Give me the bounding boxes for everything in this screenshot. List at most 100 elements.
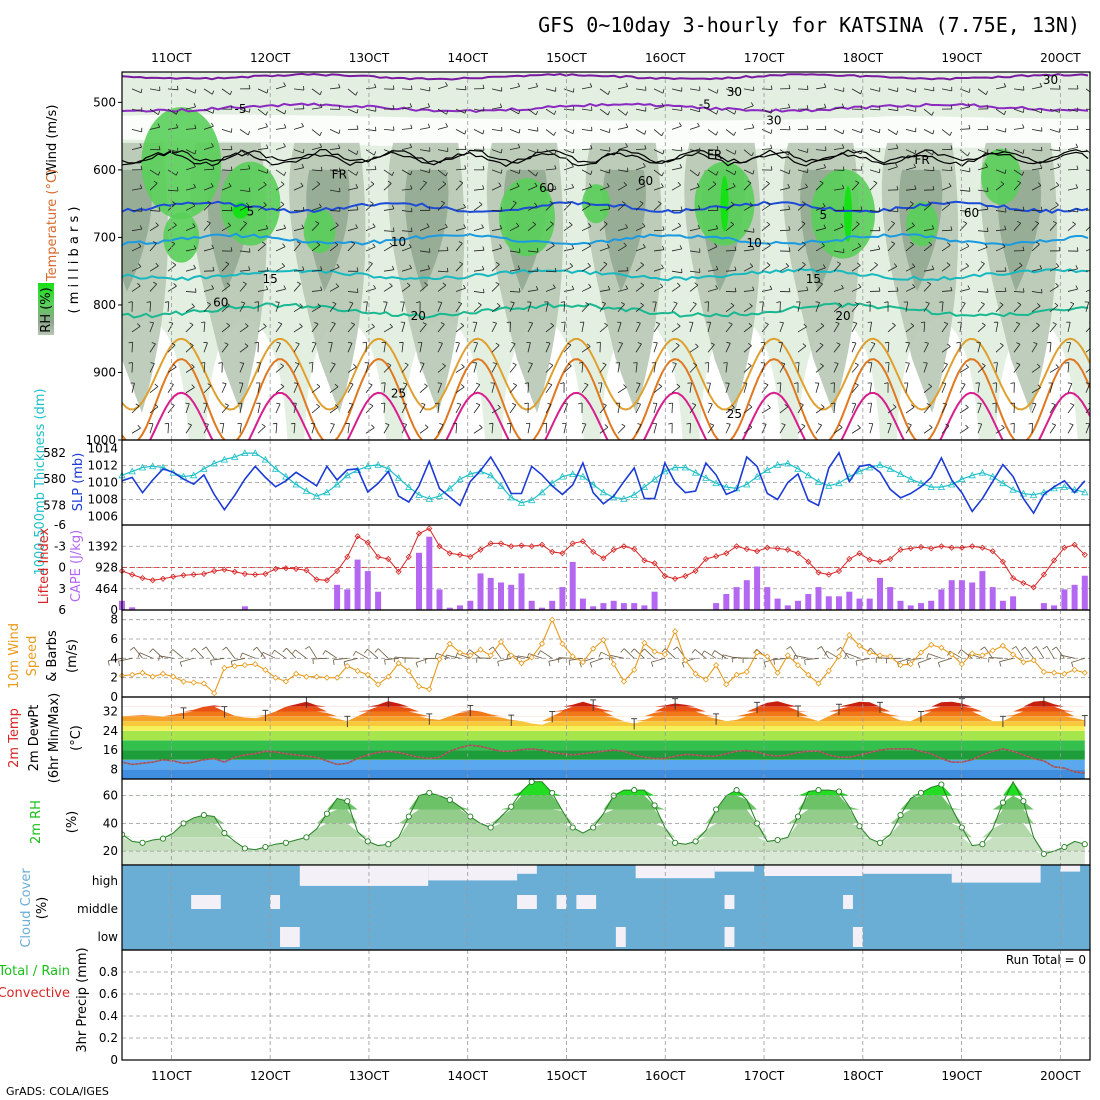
lifted-index-point [887, 555, 894, 563]
wind-barb-flag [642, 222, 646, 227]
thickness-point [261, 455, 270, 463]
wind-barb-flag [999, 302, 1004, 306]
wind-barb-flag [409, 264, 412, 269]
lifted-index-point [702, 555, 709, 563]
wind-barb [761, 183, 770, 191]
rh-point [713, 806, 720, 813]
rh-tick-label: 20 [103, 844, 118, 858]
wind-barb [1067, 268, 1078, 272]
wind-barb [1049, 185, 1059, 191]
wind-barb [851, 245, 861, 252]
wind-speed-point [129, 671, 136, 678]
wind-barb-flag [152, 241, 157, 244]
wind-barb-flag [606, 183, 610, 187]
wind-barb-flag [477, 302, 482, 306]
wind-barb-flag [1052, 322, 1057, 325]
wind-barb-flag [640, 262, 645, 266]
wind-barb-flag [658, 383, 663, 387]
wind-barb [581, 186, 592, 191]
contour-minus10 [122, 72, 1089, 81]
wind-barb-flag [636, 402, 641, 405]
wind-barb [635, 322, 641, 333]
wind-barb-flag [463, 203, 466, 208]
wind-barb [671, 363, 677, 373]
wind-barb [329, 424, 335, 434]
rh-point [221, 830, 228, 837]
wind-barb [599, 247, 610, 252]
wind-barb [995, 86, 1006, 90]
wind-barb [1031, 387, 1041, 394]
wind-barb [1049, 108, 1060, 113]
wind-barb-flag [518, 169, 521, 174]
wind-barb [527, 363, 533, 373]
wind-barb [761, 407, 771, 414]
wind-barb [869, 423, 874, 434]
lifted-index-point [764, 544, 771, 551]
wind-barb-flag [895, 163, 898, 168]
wind-barb [905, 362, 910, 373]
wind-barb-flag [773, 659, 775, 665]
wind-barb [152, 648, 164, 659]
wind-barb-flag [947, 343, 951, 347]
cloud-clear-low [724, 927, 735, 947]
wind-barb [941, 425, 950, 434]
wind-barb [419, 250, 430, 253]
wind-speed-point [293, 670, 300, 677]
wind-barb-flag [552, 284, 556, 289]
wind-barb-flag [554, 267, 557, 272]
dry-band [122, 114, 1090, 150]
wind-barb-flag [444, 223, 448, 228]
wind-barb-flag [957, 649, 962, 654]
wind-barb-flag [734, 246, 737, 251]
wind-barb-flag [191, 202, 196, 207]
wind-barb-flag [189, 342, 194, 346]
wind-barb [131, 285, 141, 292]
thickness-point [937, 483, 946, 490]
wind-barb-flag [336, 263, 340, 268]
wind-barb-flag [280, 363, 284, 367]
wind-barb-flag [411, 227, 413, 232]
wind-barb-flag [623, 182, 627, 186]
rh-plot-area [122, 779, 1088, 865]
wind-barb [635, 129, 645, 135]
wind-barb-flag [788, 226, 791, 231]
wind-barb [761, 224, 771, 231]
rh-point [200, 812, 207, 819]
wind-barb [1031, 129, 1042, 132]
wind-barb-flag [461, 384, 465, 388]
wind-barb-flag [603, 261, 608, 265]
wind-barb [329, 266, 340, 272]
wind-barb-flag [356, 171, 359, 176]
wind-barb [491, 185, 502, 191]
wind-barb-flag [299, 303, 303, 307]
wind-barb [185, 324, 194, 333]
wind-barb [761, 362, 766, 373]
wind-barb [617, 169, 628, 173]
wind-barb [714, 650, 727, 659]
x-tick-label-top: 14OCT [447, 51, 488, 65]
wind-barb [545, 108, 555, 115]
wind-barb [257, 426, 266, 434]
wind-barb [455, 182, 464, 191]
wind-barb-flag [194, 124, 197, 129]
cape-bar [610, 600, 617, 610]
wind-speed-point [1040, 668, 1047, 675]
wind-barb-flag [734, 266, 737, 271]
wind-barb [545, 342, 551, 353]
rh-green-blob [141, 107, 222, 220]
thickness-point [978, 468, 987, 476]
wind-barb [905, 266, 916, 272]
cape-bar [241, 606, 248, 610]
wind-barb-flag [946, 201, 951, 205]
wind-barb [527, 423, 531, 434]
wind-barb-flag [640, 302, 644, 306]
wind-barb-flag [244, 323, 249, 327]
wind-barb [815, 283, 823, 292]
wind-barb-flag [322, 650, 326, 655]
wind-barb [833, 402, 836, 414]
wind-barb [725, 88, 736, 93]
wind-barb-flag [536, 267, 539, 272]
wind-barb [743, 383, 748, 393]
wind-barb [203, 304, 211, 312]
